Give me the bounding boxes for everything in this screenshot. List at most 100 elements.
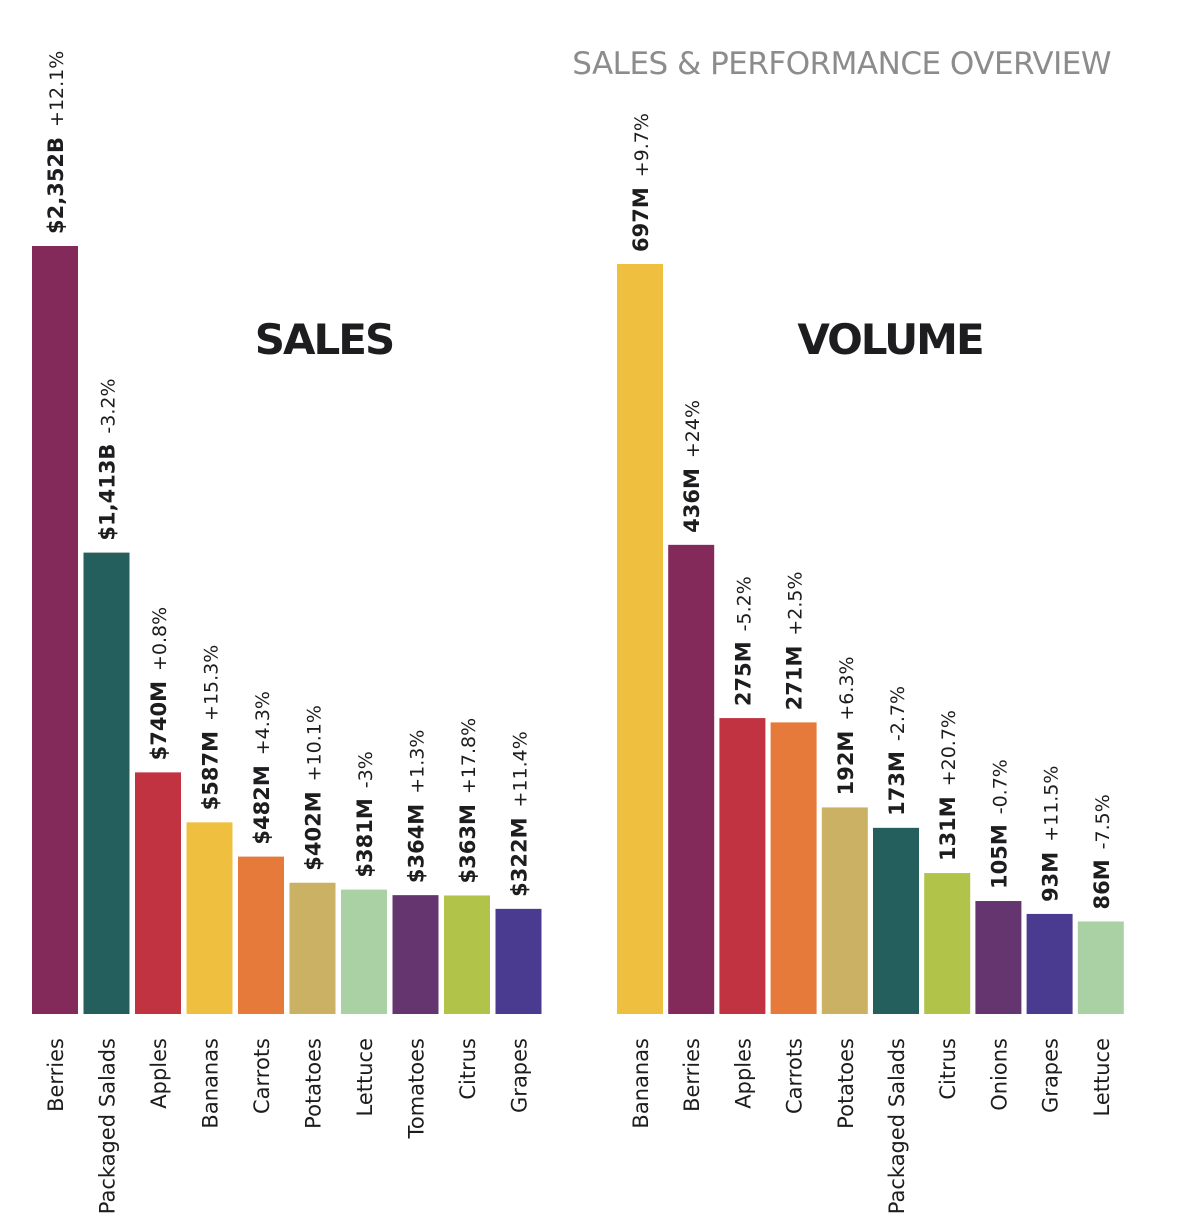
bar-data-label: 192M +6.3% <box>834 656 858 795</box>
bar-change-label: +11.4% <box>510 731 532 807</box>
category-label: Potatoes <box>302 1038 326 1129</box>
category-label: Tomatoes <box>405 1038 429 1139</box>
bar-value-label: 697M <box>629 187 653 252</box>
bar-change-label: -5.2% <box>733 576 755 631</box>
bar-value-label: $740M <box>147 681 171 760</box>
bar-value-label: 173M <box>885 751 909 816</box>
bar-change-label: +15.3% <box>201 645 223 721</box>
bar-data-label: $740M +0.8% <box>147 607 171 761</box>
bar-change-label: +0.8% <box>149 607 171 671</box>
bar-onions <box>975 901 1022 1014</box>
bar-change-label: +11.5% <box>1041 766 1063 842</box>
bar-value-label: 192M <box>834 731 858 796</box>
category-label: Bananas <box>629 1038 653 1129</box>
category-label: Packaged Salads <box>96 1038 120 1214</box>
bar-data-label: 93M +11.5% <box>1039 766 1063 902</box>
category-label: Lettuce <box>1090 1038 1114 1117</box>
bar-value-label: $1,413B <box>96 444 120 541</box>
bar-data-label: $587M +15.3% <box>199 645 223 811</box>
bar-change-label: +24% <box>682 400 704 458</box>
bar-change-label: +12.1% <box>46 51 68 127</box>
bar-value-label: 131M <box>936 796 960 861</box>
bar-change-label: -3% <box>355 751 377 788</box>
bar-potatoes <box>289 882 336 1014</box>
bar-change-label: +20.7% <box>938 710 960 786</box>
bar-citrus <box>444 895 490 1014</box>
category-label: Citrus <box>936 1038 960 1100</box>
bar-data-label: 86M -7.5% <box>1090 794 1114 909</box>
bar-lettuce <box>1077 921 1124 1014</box>
bar-data-label: $2,352B +12.1% <box>44 51 68 234</box>
bar-change-label: +17.8% <box>458 718 480 794</box>
bar-value-label: $363M <box>456 804 480 883</box>
bar-packaged-salads <box>83 552 130 1014</box>
bar-change-label: +2.5% <box>785 571 807 635</box>
volume-bar-chart: VOLUME 697M +9.7% Bananas 436M +24% Berries 275… <box>617 113 1124 1214</box>
bar-berries <box>32 246 78 1014</box>
bar-change-label: +6.3% <box>836 656 858 720</box>
category-label: Onions <box>987 1038 1011 1111</box>
bar-tomatoes <box>392 895 439 1014</box>
bar-data-label: $1,413B -3.2% <box>96 378 120 540</box>
bar-data-label: $402M +10.1% <box>302 705 326 871</box>
bar-berries <box>668 544 715 1014</box>
bar-change-label: -0.7% <box>989 759 1011 814</box>
bar-bananas <box>186 822 233 1014</box>
category-label: Lettuce <box>353 1038 377 1117</box>
page-title: SALES & PERFORMANCE OVERVIEW <box>572 46 1111 82</box>
bar-change-label: +10.1% <box>304 705 326 781</box>
bar-data-label: 131M +20.7% <box>936 710 960 861</box>
category-label: Carrots <box>250 1038 274 1114</box>
bar-change-label: -2.7% <box>887 686 909 741</box>
chart-title: VOLUME <box>797 315 982 364</box>
bar-citrus <box>924 873 971 1014</box>
category-label: Potatoes <box>834 1038 858 1129</box>
category-label: Citrus <box>456 1038 480 1100</box>
bar-value-label: $482M <box>250 765 274 844</box>
bar-apples <box>135 772 181 1014</box>
bar-value-label: $381M <box>353 798 377 877</box>
category-label: Grapes <box>508 1038 532 1113</box>
bar-apples <box>719 718 766 1014</box>
bar-value-label: 275M <box>731 641 755 706</box>
bar-carrots <box>770 722 817 1014</box>
bar-lettuce <box>341 889 387 1014</box>
category-label: Carrots <box>783 1038 807 1114</box>
bar-carrots <box>238 856 284 1014</box>
bar-data-label: $482M +4.3% <box>250 691 274 845</box>
bar-data-label: $363M +17.8% <box>456 718 480 884</box>
bar-grapes <box>1026 913 1073 1014</box>
bar-value-label: 93M <box>1039 852 1063 902</box>
bar-change-label: +4.3% <box>252 691 274 755</box>
category-label: Grapes <box>1039 1038 1063 1113</box>
bar-value-label: 86M <box>1090 859 1114 909</box>
bar-value-label: 271M <box>783 646 807 711</box>
bar-data-label: $381M -3% <box>353 751 377 877</box>
bar-data-label: 271M +2.5% <box>783 571 807 710</box>
bar-change-label: +9.7% <box>631 113 653 177</box>
sales-bar-chart: SALES $2,352B +12.1% Berries $1,413B -3.2% Pac… <box>32 51 542 1214</box>
bar-data-label: 173M -2.7% <box>885 686 909 816</box>
bar-value-label: $587M <box>199 731 223 810</box>
bar-grapes <box>495 908 542 1014</box>
category-label: Apples <box>147 1038 171 1109</box>
bar-value-label: 105M <box>987 824 1011 889</box>
bar-data-label: $364M +1.3% <box>405 730 429 884</box>
bar-data-label: 436M +24% <box>680 400 704 533</box>
category-label: Berries <box>44 1038 68 1112</box>
category-label: Berries <box>680 1038 704 1112</box>
bar-data-label: 105M -0.7% <box>987 759 1011 889</box>
bar-change-label: -7.5% <box>1092 794 1114 849</box>
chart-title: SALES <box>255 315 393 364</box>
category-label: Bananas <box>199 1038 223 1129</box>
bar-potatoes <box>821 807 868 1014</box>
bar-value-label: $402M <box>302 791 326 870</box>
bar-value-label: $322M <box>508 817 532 896</box>
bar-value-label: 436M <box>680 468 704 533</box>
bar-bananas <box>617 264 663 1014</box>
bar-packaged-salads <box>873 827 919 1014</box>
bar-change-label: -3.2% <box>98 378 120 433</box>
bar-data-label: 697M +9.7% <box>629 113 653 252</box>
bar-data-label: 275M -5.2% <box>731 576 755 706</box>
